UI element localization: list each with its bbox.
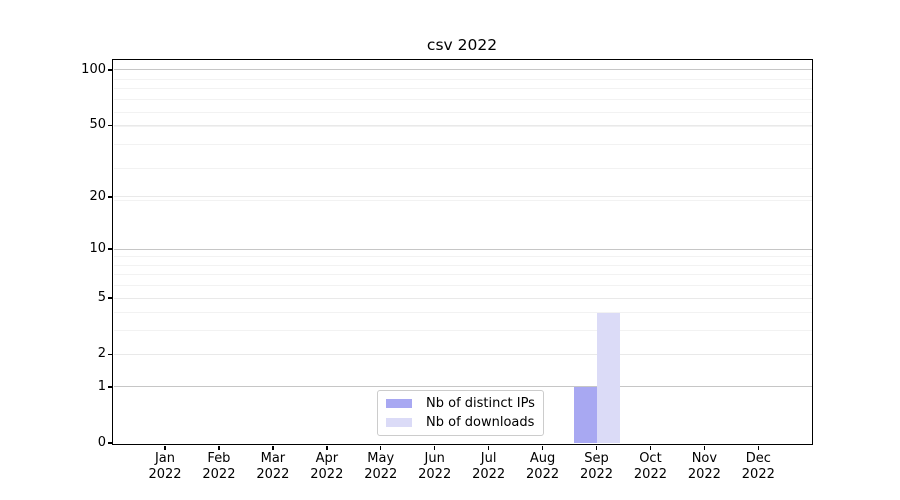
x-tick-mark: [380, 445, 382, 450]
y-tick-mark: [107, 353, 112, 355]
x-tick-mark: [595, 445, 598, 450]
minor-gridline: [113, 99, 812, 101]
x-tick-year: 2022: [202, 466, 236, 482]
x-tick-mark: [757, 445, 760, 450]
legend-swatch-distinct-ips: [386, 398, 412, 409]
minor-gridline: [113, 111, 812, 113]
major-gridline: [113, 353, 812, 355]
x-tick-year: 2022: [256, 466, 290, 482]
x-tick-month: Dec: [745, 451, 771, 466]
y-tick-label: 50: [89, 117, 106, 133]
x-tick-year: 2022: [633, 466, 667, 482]
y-tick-mark: [107, 69, 112, 71]
y-tick-mark: [107, 124, 112, 126]
x-tick-mark: [218, 445, 220, 450]
major-gridline: [113, 196, 812, 198]
y-tick-mark: [107, 297, 112, 299]
y-tick-label: 10: [89, 241, 106, 257]
legend-item-distinct-ips: Nb of distinct IPs: [386, 396, 543, 411]
minor-gridline: [113, 330, 812, 332]
x-tick-label: Feb 2022: [177, 451, 261, 482]
minor-gridline: [113, 126, 812, 128]
x-tick-month: Jan: [154, 451, 176, 466]
y-tick-mark: [107, 386, 112, 388]
x-tick-month: Jun: [424, 451, 445, 466]
legend-swatch-downloads: [386, 417, 412, 428]
x-tick-month: Mar: [260, 451, 286, 466]
x-tick-year: 2022: [472, 466, 506, 482]
x-tick-label: Jul 2022: [447, 451, 531, 482]
x-tick-year: 2022: [418, 466, 452, 482]
x-tick-month: Aug: [529, 451, 556, 466]
y-tick-label: 2: [97, 346, 106, 362]
y-tick-label: 1: [97, 378, 106, 394]
x-tick-month: Nov: [691, 451, 718, 466]
x-tick-mark: [487, 445, 490, 450]
x-tick-label: Apr 2022: [285, 451, 369, 482]
minor-gridline: [113, 200, 812, 202]
y-tick-mark: [107, 442, 112, 444]
x-tick-label: Jun 2022: [393, 451, 477, 482]
x-tick-month: Feb: [207, 451, 231, 466]
x-tick-month: Oct: [639, 451, 662, 466]
minor-gridline: [113, 144, 812, 146]
major-gridline: [113, 248, 812, 250]
x-tick-year: 2022: [310, 466, 344, 482]
x-tick-mark: [649, 445, 652, 450]
x-tick-mark: [703, 445, 706, 450]
minor-gridline: [113, 167, 812, 169]
minor-gridline: [113, 264, 812, 266]
x-tick-label: Jan 2022: [123, 451, 207, 482]
minor-gridline: [113, 285, 812, 287]
minor-gridline: [113, 88, 812, 90]
legend-box: Nb of distinct IPs Nb of downloads: [377, 390, 544, 436]
plot-frame: [112, 59, 813, 445]
x-tick-year: 2022: [526, 466, 560, 482]
x-tick-label: Sep 2022: [555, 451, 639, 482]
y-tick-label: 100: [81, 61, 106, 77]
legend-item-downloads: Nb of downloads: [386, 415, 543, 430]
x-tick-mark: [164, 445, 166, 450]
major-gridline: [113, 297, 812, 299]
major-gridline: [113, 386, 812, 388]
y-tick-mark: [107, 248, 112, 250]
major-gridline: [113, 69, 812, 71]
bar-distinct-ips: [573, 386, 597, 444]
minor-gridline: [113, 256, 812, 258]
y-tick-label: 0: [97, 435, 106, 450]
major-gridline: [113, 124, 812, 126]
x-tick-label: Oct 2022: [608, 451, 692, 482]
x-tick-month: Jul: [480, 451, 497, 466]
legend-label-downloads: Nb of downloads: [426, 415, 535, 430]
x-tick-label: Mar 2022: [231, 451, 315, 482]
x-tick-label: Aug 2022: [501, 451, 585, 482]
x-tick-month: May: [367, 451, 395, 466]
minor-gridline: [113, 312, 812, 314]
bar-downloads: [596, 312, 620, 444]
x-tick-label: Dec 2022: [716, 451, 800, 482]
x-tick-mark: [272, 445, 274, 450]
x-tick-mark: [326, 445, 328, 450]
x-tick-label: Nov 2022: [662, 451, 746, 482]
x-tick-label: May 2022: [339, 451, 423, 482]
minor-gridline: [113, 274, 812, 276]
x-tick-month: Sep: [584, 451, 609, 466]
x-tick-year: 2022: [687, 466, 721, 482]
minor-gridline: [113, 78, 812, 80]
x-tick-year: 2022: [741, 466, 775, 482]
x-tick-year: 2022: [579, 466, 614, 482]
x-tick-year: 2022: [148, 466, 182, 482]
y-tick-label: 5: [97, 290, 106, 306]
y-tick-mark: [107, 196, 112, 198]
x-tick-mark: [434, 445, 436, 450]
chart-title: csv 2022: [426, 36, 498, 54]
x-tick-month: Apr: [315, 451, 339, 466]
legend-label-distinct-ips: Nb of distinct IPs: [426, 396, 535, 411]
x-tick-mark: [541, 445, 544, 450]
y-tick-label: 20: [89, 188, 106, 204]
x-tick-year: 2022: [364, 466, 398, 482]
